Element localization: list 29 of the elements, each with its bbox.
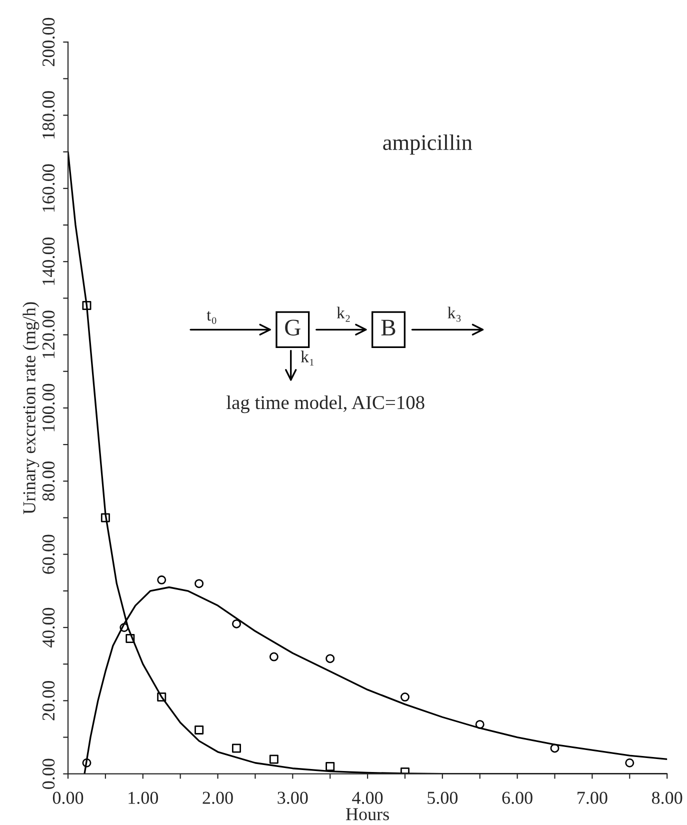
annotation: B — [381, 320, 396, 336]
y-tick-label: 140.00 — [42, 237, 55, 285]
annotation: k₂ — [336, 306, 350, 322]
y-tick-label: 160.00 — [42, 164, 55, 212]
y-tick-label: 180.00 — [42, 91, 55, 138]
x-tick-label: 3.00 — [278, 792, 308, 804]
y-tick-label: 120.00 — [42, 310, 55, 358]
y-tick-label: 100.00 — [42, 384, 55, 432]
annotation: ampicillin — [383, 134, 472, 155]
x-tick-label: 7.00 — [578, 792, 608, 804]
annotation: G — [285, 320, 300, 336]
annotation: t₀ — [206, 311, 216, 324]
x-axis-title: Hours — [346, 808, 389, 820]
x-tick-label: 4.00 — [352, 792, 383, 804]
y-tick-label: 40.00 — [42, 608, 55, 648]
x-tick-label: 8.00 — [652, 792, 682, 804]
y-tick-label: 200.00 — [42, 18, 55, 66]
x-tick-label: 1.00 — [128, 792, 158, 804]
y-tick-label: 60.00 — [42, 534, 55, 574]
annotation: k₃ — [448, 306, 461, 322]
annotation: k₁ — [300, 350, 314, 366]
y-tick-label: 80.00 — [42, 462, 55, 501]
x-tick-label: 2.00 — [202, 792, 233, 804]
x-tick-label: 0.00 — [52, 792, 84, 804]
x-tick-label: 5.00 — [428, 792, 458, 804]
x-tick-label: 6.00 — [502, 792, 532, 804]
y-tick-label: 20.00 — [42, 681, 55, 720]
y-axis-title: Urinary excretion rate (mg/h) — [22, 302, 40, 514]
annotation: lag time model, AIC=108 — [226, 395, 424, 414]
